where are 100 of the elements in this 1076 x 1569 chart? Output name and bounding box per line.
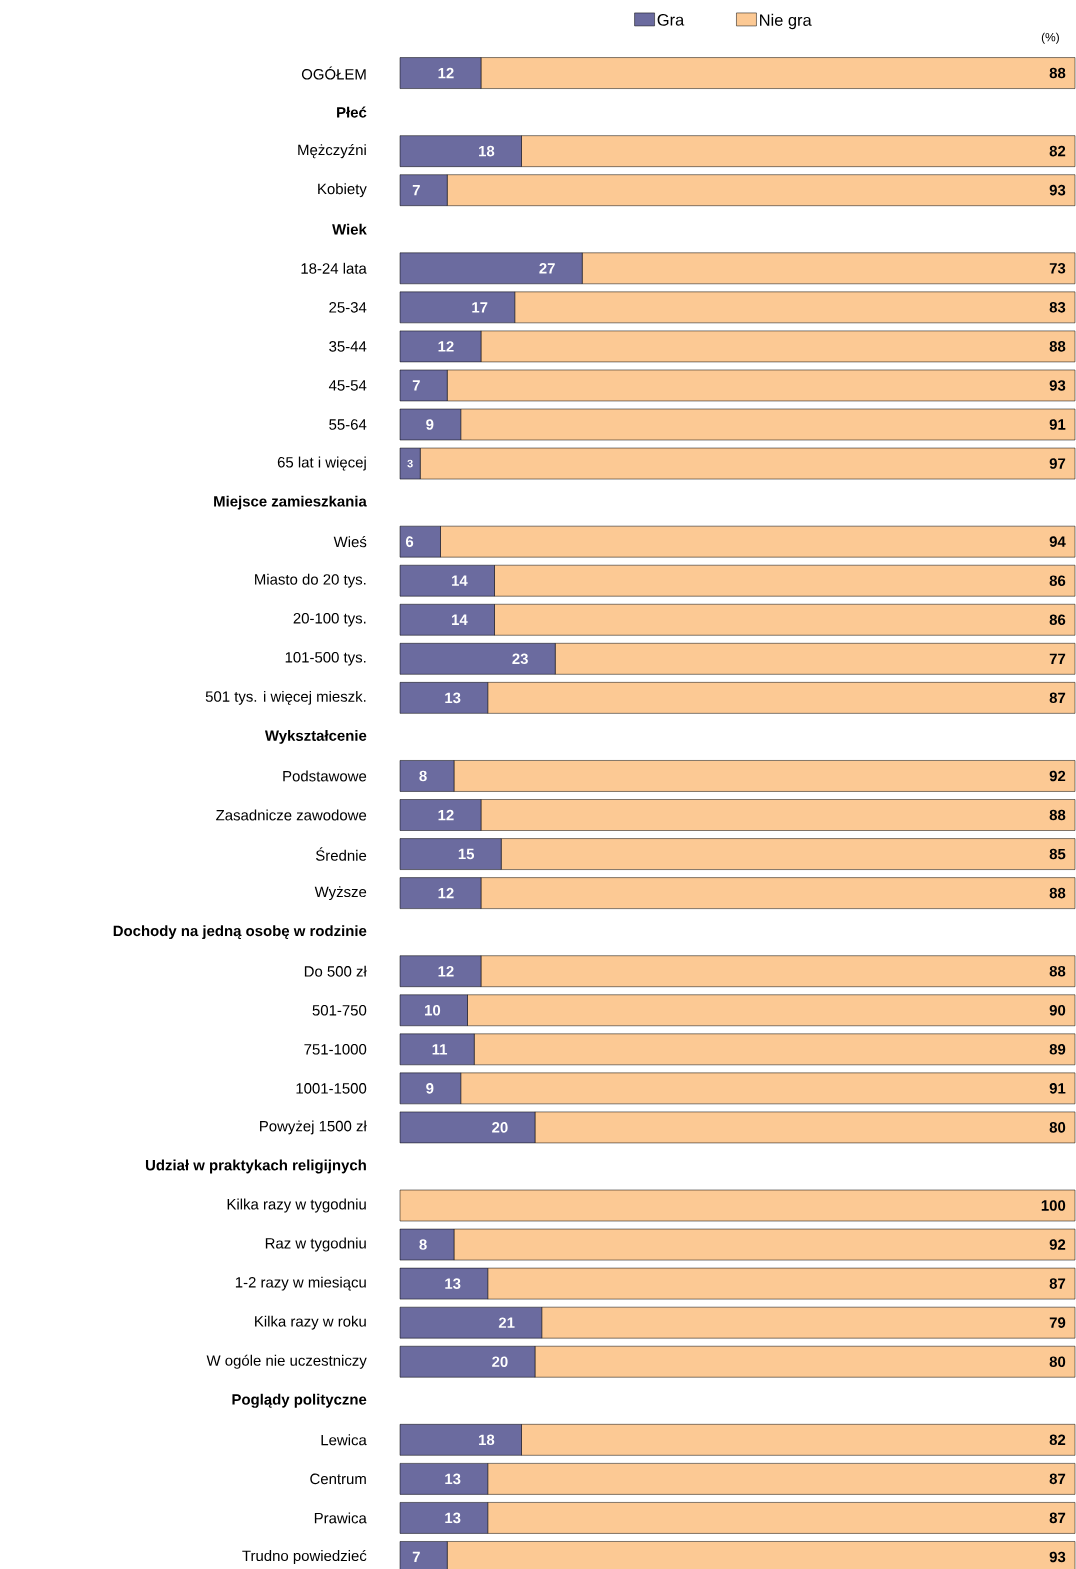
y-tick-label: Zasadnicze zawodowe: [216, 809, 367, 821]
data-label: 93: [1049, 380, 1066, 391]
data-label: 90: [1049, 1004, 1066, 1016]
legend-label: Nie gra: [760, 13, 812, 30]
y-tick-label: Dochody na jedną osobę w rodzinie: [113, 925, 367, 940]
y-tick-label: Kobiety: [318, 183, 367, 198]
y-tick-label: Poglądy polityczne: [232, 1393, 367, 1408]
legend-label: Gra: [657, 14, 685, 26]
data-label: 89: [1049, 1044, 1066, 1055]
data-label: 15: [458, 848, 475, 860]
data-label: 88: [1049, 965, 1066, 977]
data-label: 7: [412, 185, 420, 196]
data-label: 87: [1049, 1512, 1066, 1524]
data-label: 80: [1049, 1356, 1066, 1367]
data-label: 73: [1049, 262, 1066, 274]
data-label: 77: [1049, 653, 1066, 664]
data-label: 13: [445, 1473, 461, 1485]
y-tick-label: Wieś: [333, 536, 367, 548]
data-label: 93: [1049, 1551, 1066, 1563]
y-tick-label: 35-44: [329, 341, 367, 352]
data-label: 21: [498, 1317, 515, 1328]
y-tick-label: Miejsce zamieszkania: [214, 495, 367, 510]
data-label: 23: [512, 653, 528, 665]
data-label: 13: [445, 692, 461, 704]
data-label: 3: [407, 459, 413, 468]
y-tick-label: Wiek: [332, 223, 367, 235]
data-label: 20: [492, 1122, 508, 1133]
data-label: 87: [1049, 1473, 1066, 1485]
data-label: 100: [1041, 1200, 1066, 1211]
y-tick-label: Raz w tygodniu: [265, 1237, 366, 1252]
data-label: 12: [438, 887, 454, 899]
data-label: 94: [1049, 536, 1066, 547]
y-tick-label: 45-54: [328, 380, 367, 391]
data-label: 91: [1049, 1083, 1066, 1094]
data-label: 93: [1049, 184, 1066, 196]
data-label: 8: [419, 770, 427, 782]
y-tick-label: Średnie: [315, 847, 367, 861]
data-label: 10: [425, 1004, 441, 1016]
y-tick-label: Lewica: [321, 1434, 367, 1446]
data-label: 14: [452, 575, 468, 586]
data-label: 88: [1049, 67, 1066, 79]
y-tick-label: Mężczyźni: [298, 144, 366, 159]
data-label: 13: [445, 1278, 461, 1289]
data-label: 87: [1049, 1278, 1066, 1289]
y-tick-label: Płeć: [337, 106, 367, 118]
y-tick-label: Podstawowe: [283, 770, 367, 782]
data-label: 92: [1049, 1239, 1066, 1250]
data-label: 9: [426, 419, 434, 430]
data-label: 18: [479, 145, 495, 157]
y-tick-label: Prawica: [314, 1512, 367, 1524]
data-label: 86: [1049, 614, 1066, 626]
y-tick-label: Trudno powiedzieć: [242, 1549, 367, 1565]
y-tick-label: Do 500 zł: [304, 965, 367, 977]
data-label: 92: [1049, 770, 1066, 782]
y-tick-label: 25-34: [329, 302, 367, 313]
y-tick-label: W ogóle nie uczestniczy: [206, 1354, 367, 1369]
data-label: 82: [1049, 145, 1066, 157]
data-label: 82: [1049, 1434, 1066, 1446]
data-label: 9: [426, 1083, 434, 1094]
y-tick-label: OGÓŁEM: [301, 66, 366, 80]
y-tick-label: Wykształcenie: [264, 729, 367, 744]
data-label: 18: [479, 1434, 495, 1446]
data-label: 79: [1049, 1317, 1066, 1328]
data-label: 88: [1049, 341, 1066, 352]
data-label: 12: [438, 67, 454, 79]
y-tick-label: 65 lat i więcej: [277, 456, 366, 471]
data-label: 88: [1049, 809, 1066, 821]
data-label: 85: [1049, 848, 1066, 860]
y-tick-label: 20-100 tys.: [293, 612, 366, 627]
data-label: 87: [1049, 692, 1066, 704]
y-tick-label: 501-750: [312, 1004, 367, 1016]
data-label: 7: [412, 1551, 420, 1563]
text: (%): [1041, 32, 1059, 44]
bar: [399, 1189, 1076, 1222]
data-label: 12: [438, 965, 454, 977]
y-tick-label: Powyżej 1500 zł: [260, 1120, 367, 1135]
data-label: 86: [1049, 575, 1066, 586]
data-label: 12: [438, 809, 454, 821]
y-tick-label: Miasto do 20 tys.: [255, 573, 366, 588]
data-label: 91: [1049, 419, 1066, 430]
y-tick-label: Udział w praktykach religijnych: [145, 1159, 366, 1174]
y-tick-label: 101-500 tys.: [285, 652, 366, 666]
data-label: 6: [405, 536, 414, 547]
y-tick-label: 1-2 razy w miesiącu: [235, 1276, 366, 1291]
y-tick-label: Kilka razy w tygodniu: [227, 1198, 366, 1213]
y-tick-label: 18-24 lata: [301, 262, 367, 274]
data-label: 7: [412, 380, 420, 391]
data-label: 13: [445, 1512, 461, 1524]
data-label: 20: [492, 1356, 508, 1367]
y-tick-label: 751-1000: [304, 1044, 367, 1055]
data-label: 88: [1049, 887, 1066, 899]
data-label: 27: [539, 263, 555, 274]
data-label: 17: [472, 302, 488, 313]
data-label: 11: [432, 1044, 448, 1055]
y-tick-label: Wyższe: [314, 886, 367, 901]
data-label: 8: [419, 1239, 427, 1250]
y-tick-label: Centrum: [310, 1473, 366, 1485]
data-label: 83: [1049, 302, 1066, 313]
y-tick-label: 501 tys. i więcej mieszk.: [205, 690, 366, 705]
y-tick-label: 55-64: [329, 419, 367, 430]
